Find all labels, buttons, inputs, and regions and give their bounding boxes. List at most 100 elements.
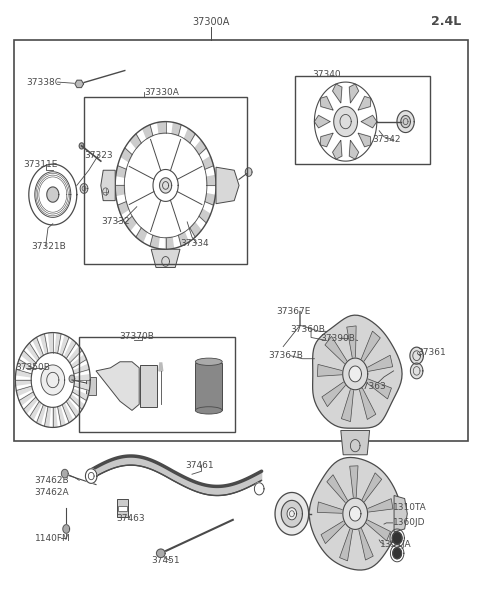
Polygon shape [365,520,391,541]
Polygon shape [361,331,380,362]
Polygon shape [254,483,264,495]
Polygon shape [73,364,89,374]
Text: 37461: 37461 [185,461,214,469]
Polygon shape [74,383,90,390]
Polygon shape [41,365,65,395]
Polygon shape [63,525,70,533]
Polygon shape [130,134,141,148]
Polygon shape [71,355,86,368]
Polygon shape [333,84,342,103]
Polygon shape [350,466,358,499]
Text: 37367E: 37367E [276,307,311,316]
Text: 37370B: 37370B [119,332,154,340]
Polygon shape [60,335,69,355]
Polygon shape [40,334,48,354]
Text: 37451: 37451 [151,556,180,565]
Text: 37323: 37323 [84,151,113,159]
Polygon shape [156,549,165,558]
Polygon shape [358,97,371,110]
Text: 37300A: 37300A [192,18,230,27]
Polygon shape [55,333,61,353]
Polygon shape [151,249,180,268]
Polygon shape [136,228,147,243]
Bar [295,76,430,164]
Polygon shape [17,359,33,371]
Polygon shape [341,430,370,455]
Polygon shape [172,122,181,136]
Polygon shape [366,379,392,399]
Polygon shape [45,407,50,427]
Polygon shape [85,469,97,483]
Polygon shape [69,375,75,382]
Polygon shape [24,397,37,413]
Text: 37360B: 37360B [290,325,325,334]
Ellipse shape [195,407,222,414]
Polygon shape [101,170,115,201]
Polygon shape [216,167,239,204]
Text: 37311E: 37311E [23,160,58,168]
Polygon shape [309,457,401,570]
Polygon shape [317,364,343,376]
Text: 37390B: 37390B [321,334,356,343]
Polygon shape [333,140,342,159]
Polygon shape [359,387,376,420]
Polygon shape [314,116,330,128]
Polygon shape [195,140,206,154]
Polygon shape [322,381,346,407]
Polygon shape [410,363,423,379]
Polygon shape [58,406,65,426]
Polygon shape [61,469,68,478]
Polygon shape [179,232,189,246]
Polygon shape [347,326,356,359]
Polygon shape [29,401,41,420]
Polygon shape [86,377,96,395]
Polygon shape [47,187,59,202]
Polygon shape [349,366,361,382]
Polygon shape [349,140,359,159]
Text: 37367B: 37367B [268,351,303,360]
Polygon shape [410,347,423,364]
Polygon shape [72,389,88,401]
Text: 37462A: 37462A [35,488,69,497]
Text: 1360JD: 1360JD [393,519,425,527]
Polygon shape [362,473,382,503]
Polygon shape [33,337,43,357]
Text: 37462B: 37462B [35,476,69,485]
Text: 37361: 37361 [418,348,446,357]
Polygon shape [62,403,72,423]
Polygon shape [317,502,343,513]
Polygon shape [53,407,57,427]
Polygon shape [275,492,309,535]
Polygon shape [79,143,84,149]
Polygon shape [334,106,358,137]
Polygon shape [21,350,36,365]
Text: 37342: 37342 [372,136,400,144]
Polygon shape [320,97,333,110]
Polygon shape [349,84,359,103]
Polygon shape [245,168,252,176]
Polygon shape [199,209,211,223]
Polygon shape [184,128,195,143]
Polygon shape [15,380,31,385]
Polygon shape [321,520,346,544]
Polygon shape [75,80,84,88]
Polygon shape [343,358,368,390]
Polygon shape [16,386,33,396]
Polygon shape [367,355,393,371]
Polygon shape [401,116,410,128]
Bar [14,40,468,441]
Polygon shape [203,156,214,169]
Polygon shape [70,395,84,410]
Polygon shape [96,362,139,410]
Bar [84,97,247,264]
Polygon shape [74,375,90,380]
Text: 37321B: 37321B [31,242,66,250]
Polygon shape [116,166,126,178]
Text: 1351JA: 1351JA [380,540,412,548]
Polygon shape [118,202,129,215]
Polygon shape [339,528,353,561]
Polygon shape [392,532,402,544]
Polygon shape [341,389,354,421]
Text: 1140FM: 1140FM [35,534,70,542]
Polygon shape [394,496,408,532]
